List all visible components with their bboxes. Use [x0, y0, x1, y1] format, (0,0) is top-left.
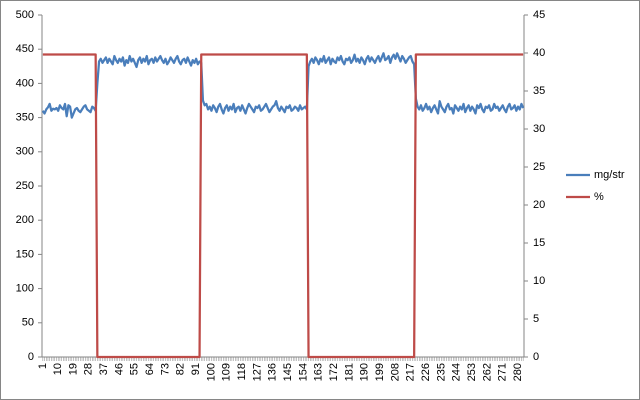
x-tick-label: 280: [512, 363, 524, 381]
x-tick-label: 163: [313, 363, 325, 381]
x-tick-label: 181: [343, 363, 355, 381]
x-tick-label: 37: [98, 363, 110, 375]
y2-tick-label: 45: [533, 9, 545, 21]
y-tick-label: 200: [16, 214, 34, 226]
y2-tick-label: 40: [533, 47, 545, 59]
x-tick-label: 190: [359, 363, 371, 381]
y-tick-label: 50: [22, 317, 34, 329]
legend-label: %: [594, 191, 604, 203]
x-tick-label: 100: [205, 363, 217, 381]
x-tick-label: 244: [451, 363, 463, 381]
y-tick-label: 250: [16, 180, 34, 192]
x-tick-label: 82: [175, 363, 187, 375]
x-tick-label: 235: [435, 363, 447, 381]
y2-tick-label: 5: [533, 313, 539, 325]
series-line: [41, 52, 525, 119]
y-tick-label: 400: [16, 77, 34, 89]
x-tick-label: 253: [466, 363, 478, 381]
y2-tick-label: 10: [533, 275, 545, 287]
x-tick-label: 109: [221, 363, 233, 381]
y-tick-label: 100: [16, 283, 34, 295]
y-tick-label: 500: [16, 9, 34, 21]
x-tick-label: 136: [267, 363, 279, 381]
y-tick-label: 150: [16, 248, 34, 260]
x-tick-label: 1: [37, 363, 49, 369]
x-tick-label: 73: [159, 363, 171, 375]
x-tick-label: 127: [251, 363, 263, 381]
y-tick-label: 350: [16, 112, 34, 124]
x-tick-label: 64: [144, 363, 156, 375]
x-tick-label: 154: [297, 363, 309, 381]
x-tick-label: 208: [389, 363, 401, 381]
y-tick-label: 450: [16, 43, 34, 55]
x-tick-label: 55: [129, 363, 141, 375]
y2-tick-label: 30: [533, 123, 545, 135]
x-tick-label: 145: [282, 363, 294, 381]
x-tick-label: 199: [374, 363, 386, 381]
y2-tick-label: 15: [533, 237, 545, 249]
x-tick-label: 28: [83, 363, 95, 375]
y2-tick-label: 20: [533, 199, 545, 211]
x-tick-label: 118: [236, 363, 248, 381]
series-line: [42, 53, 524, 359]
y-tick-label: 300: [16, 146, 34, 158]
x-tick-label: 46: [113, 363, 125, 375]
legend-label: mg/str: [594, 169, 625, 181]
x-tick-label: 172: [328, 363, 340, 381]
y-tick-label: 0: [28, 351, 34, 363]
x-tick-label: 262: [481, 363, 493, 381]
y2-tick-label: 0: [533, 351, 539, 363]
x-tick-label: 19: [67, 363, 79, 375]
x-tick-label: 226: [420, 363, 432, 381]
x-tick-label: 271: [497, 363, 509, 381]
x-tick-label: 217: [405, 363, 417, 381]
x-tick-label: 10: [52, 363, 64, 375]
y2-tick-label: 35: [533, 85, 545, 97]
y2-tick-label: 25: [533, 161, 545, 173]
x-tick-label: 91: [190, 363, 202, 375]
